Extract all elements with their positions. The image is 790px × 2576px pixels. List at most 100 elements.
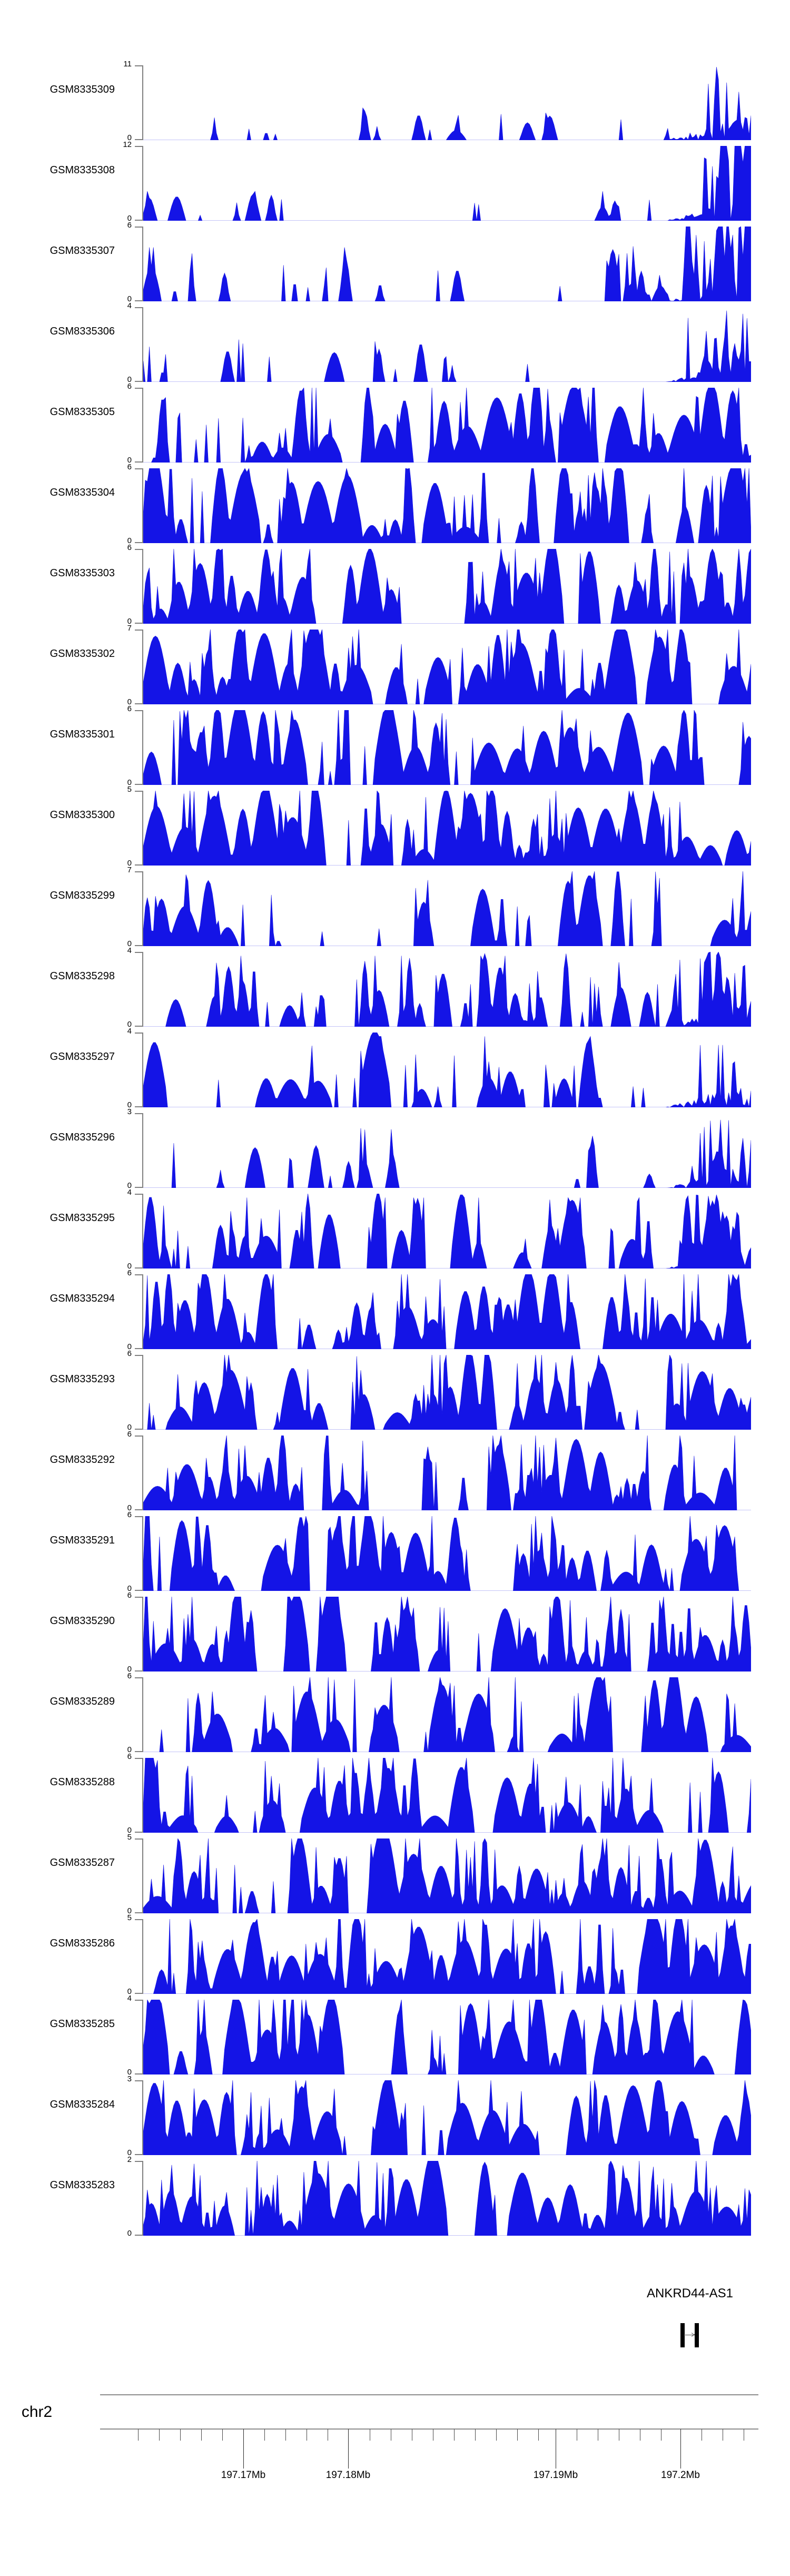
y-axis-tick-top [135, 952, 143, 953]
y-axis-tick-bottom [135, 784, 143, 785]
y-axis-tick-top [135, 1113, 143, 1114]
axis-tick-minor [201, 2429, 202, 2441]
y-axis-line [142, 1838, 143, 1913]
coverage-track: GSM8335286 5 0 [0, 1904, 790, 1996]
y-axis-tick-top [135, 227, 143, 228]
y-axis-line [142, 952, 143, 1027]
y-axis-line [142, 1919, 143, 1994]
gene-model[interactable] [677, 2322, 704, 2348]
coverage-area-plot[interactable] [143, 1355, 751, 1430]
y-axis-min-label: 0 [127, 1745, 132, 1754]
y-axis-tick-bottom [135, 1509, 143, 1510]
y-axis-min-label: 0 [127, 1584, 132, 1593]
y-axis-line [142, 2000, 143, 2074]
coverage-area-plot[interactable] [143, 1194, 751, 1269]
coverage-track: GSM8335307 6 0 [0, 212, 790, 303]
y-axis-line [142, 1274, 143, 1349]
coverage-area-plot[interactable] [143, 549, 751, 624]
track-sample-label: GSM8335294 [50, 1293, 115, 1304]
coverage-area-plot[interactable] [143, 1919, 751, 1994]
y-axis-tick-top [135, 65, 143, 66]
coverage-area-plot[interactable] [143, 2000, 751, 2074]
y-axis-min-label: 0 [127, 1100, 132, 1109]
y-axis-tick-bottom [135, 461, 143, 463]
coverage-track: GSM8335296 3 0 [0, 1098, 790, 1190]
y-axis-min-label: 0 [127, 1181, 132, 1190]
y-axis-tick-bottom [135, 623, 143, 624]
axis-tick-major [348, 2429, 349, 2469]
coverage-area-plot[interactable] [143, 1677, 751, 1752]
coverage-area-plot[interactable] [143, 952, 751, 1027]
y-axis-min-label: 0 [127, 1342, 132, 1351]
coverage-area-plot[interactable] [143, 468, 751, 543]
coverage-area-plot[interactable] [143, 146, 751, 221]
genome-coordinate-axis: chr2 197.17Mb 197.18Mb 197.19Mb 197.2Mb [0, 2381, 790, 2481]
coverage-track: GSM8335301 6 0 [0, 695, 790, 787]
y-axis-tick-bottom [135, 300, 143, 301]
track-sample-label: GSM8335299 [50, 890, 115, 901]
coverage-area-plot[interactable] [143, 1838, 751, 1913]
track-sample-label: GSM8335284 [50, 2099, 115, 2110]
coverage-track: GSM8335303 6 0 [0, 534, 790, 626]
y-axis-line [142, 388, 143, 463]
y-axis-tick-bottom [135, 1912, 143, 1913]
axis-tick-major-label: 197.2Mb [661, 2470, 700, 2481]
y-axis-tick-bottom [135, 2073, 143, 2074]
coverage-area-plot[interactable] [143, 1274, 751, 1349]
y-axis-line [142, 227, 143, 301]
axis-tick-minor [264, 2429, 265, 2441]
coverage-track: GSM8335308 12 0 [0, 131, 790, 223]
y-axis-min-label: 0 [127, 1987, 132, 1996]
coverage-track: GSM8335292 6 0 [0, 1421, 790, 1512]
y-axis-tick-bottom [135, 864, 143, 866]
y-axis-tick-bottom [135, 1187, 143, 1188]
coverage-track: GSM8335298 4 0 [0, 937, 790, 1029]
axis-rule-bottom [100, 2428, 758, 2430]
coverage-area-plot[interactable] [143, 1033, 751, 1107]
coverage-area-plot[interactable] [143, 2080, 751, 2155]
y-axis-line [142, 1033, 143, 1107]
exon-block-left [680, 2323, 685, 2347]
y-axis-tick-bottom [135, 220, 143, 221]
coverage-area-plot[interactable] [143, 307, 751, 382]
coverage-area-plot[interactable] [143, 1436, 751, 1510]
exon-block-right [695, 2323, 699, 2347]
coverage-track: GSM8335290 6 0 [0, 1582, 790, 1674]
coverage-area-plot[interactable] [143, 1597, 751, 1672]
track-sample-label: GSM8335297 [50, 1051, 115, 1063]
y-axis-max-label: 2 [127, 2155, 132, 2164]
axis-tick-major [243, 2429, 244, 2469]
y-axis-tick-top [135, 710, 143, 711]
y-axis-line [142, 791, 143, 866]
coverage-area-plot[interactable] [143, 871, 751, 946]
y-axis-min-label: 0 [127, 859, 132, 868]
y-axis-min-label: 0 [127, 1665, 132, 1674]
y-axis-line [142, 630, 143, 704]
y-axis-line [142, 1758, 143, 1833]
y-axis-line [142, 146, 143, 221]
coverage-track: GSM8335289 6 0 [0, 1663, 790, 1754]
y-axis-min-label: 0 [127, 697, 132, 706]
coverage-area-plot[interactable] [143, 65, 751, 140]
y-axis-tick-top [135, 2080, 143, 2081]
y-axis-min-label: 0 [127, 2068, 132, 2077]
y-axis-tick-top [135, 871, 143, 872]
coverage-area-plot[interactable] [143, 227, 751, 301]
y-axis-tick-bottom [135, 2154, 143, 2155]
coverage-area-plot[interactable] [143, 1113, 751, 1188]
axis-tick-major-label: 197.17Mb [221, 2470, 266, 2481]
coverage-area-plot[interactable] [143, 791, 751, 866]
coverage-area-plot[interactable] [143, 2161, 751, 2236]
y-axis-tick-top [135, 1355, 143, 1356]
y-axis-line [142, 2161, 143, 2236]
coverage-area-plot[interactable] [143, 388, 751, 463]
track-sample-label: GSM8335295 [50, 1212, 115, 1224]
coverage-area-plot[interactable] [143, 630, 751, 704]
track-sample-label: GSM8335309 [50, 84, 115, 95]
coverage-area-plot[interactable] [143, 710, 751, 785]
y-axis-tick-bottom [135, 1106, 143, 1107]
axis-tick-major-label: 197.19Mb [533, 2470, 578, 2481]
track-sample-label: GSM8335305 [50, 406, 115, 418]
coverage-area-plot[interactable] [143, 1758, 751, 1833]
coverage-area-plot[interactable] [143, 1516, 751, 1591]
